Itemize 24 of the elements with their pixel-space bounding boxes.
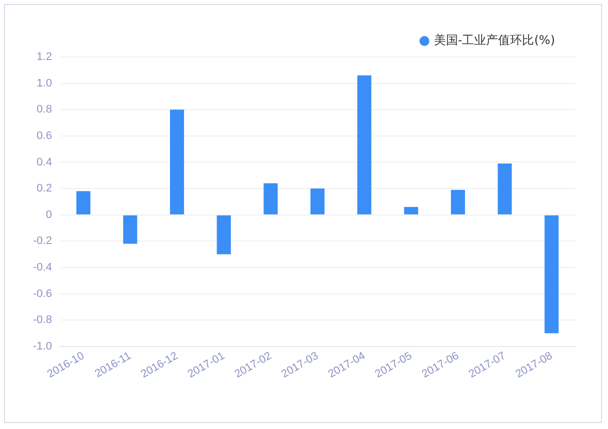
bar	[216, 215, 231, 254]
bar	[404, 206, 418, 214]
legend-label: 美国-工业产值环比(%)	[434, 33, 556, 48]
bar	[544, 215, 559, 334]
bar	[310, 188, 324, 214]
y-tick-label: -0.6	[32, 288, 52, 300]
y-tick-label: 0.2	[36, 182, 52, 195]
y-tick-label: -1.0	[32, 340, 52, 352]
bar	[450, 190, 465, 214]
y-tick-label: -0.4	[32, 261, 52, 274]
bar	[498, 164, 512, 214]
y-tick-label: 0.6	[36, 130, 52, 142]
y-tick-label: 1.2	[36, 51, 52, 64]
bar	[170, 110, 184, 214]
y-tick-label: 0.8	[36, 104, 52, 116]
y-tick-label: -0.8	[32, 314, 52, 326]
y-tick-label: 0	[46, 208, 52, 221]
y-tick-label: 1.0	[36, 77, 52, 90]
bar	[76, 191, 90, 214]
bar	[357, 75, 372, 214]
y-tick-label: -0.2	[32, 235, 52, 248]
bar	[264, 183, 278, 214]
bar	[123, 215, 138, 244]
y-tick-label: 0.4	[36, 156, 52, 168]
